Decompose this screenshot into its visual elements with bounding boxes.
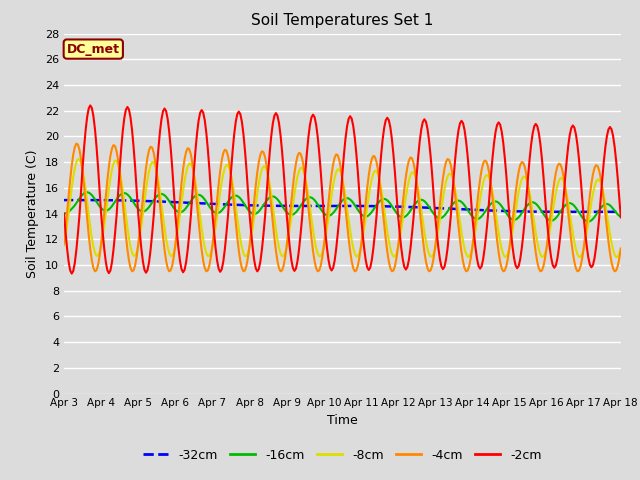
Title: Soil Temperatures Set 1: Soil Temperatures Set 1 — [252, 13, 433, 28]
Y-axis label: Soil Temperature (C): Soil Temperature (C) — [26, 149, 39, 278]
Text: DC_met: DC_met — [67, 43, 120, 56]
X-axis label: Time: Time — [327, 414, 358, 427]
Legend: -32cm, -16cm, -8cm, -4cm, -2cm: -32cm, -16cm, -8cm, -4cm, -2cm — [138, 444, 547, 467]
